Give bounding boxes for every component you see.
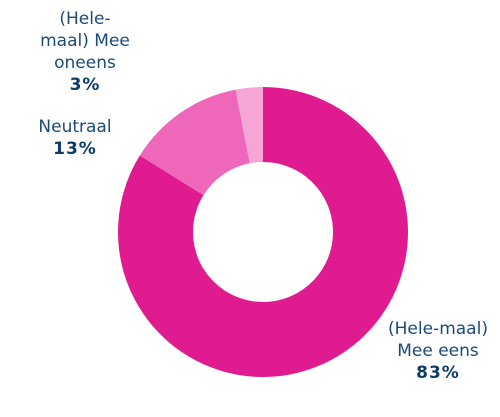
value-label: 13% <box>53 139 97 159</box>
slice-label: (Hele-maal) Mee oneens 3% <box>38 8 132 96</box>
slice-label: Neutraal 13% <box>18 116 132 160</box>
slice <box>139 89 250 196</box>
category-label: (Hele-maal) Mee oneens <box>40 9 130 73</box>
slice <box>235 87 263 164</box>
value-label: 3% <box>69 75 101 95</box>
slice <box>117 87 408 377</box>
category-label: (Hele-maal) Mee eens <box>388 319 488 361</box>
slice-label: (Hele-maal) Mee eens 83% <box>378 318 498 384</box>
category-label: Neutraal <box>38 117 112 137</box>
value-label: 83% <box>416 363 460 383</box>
